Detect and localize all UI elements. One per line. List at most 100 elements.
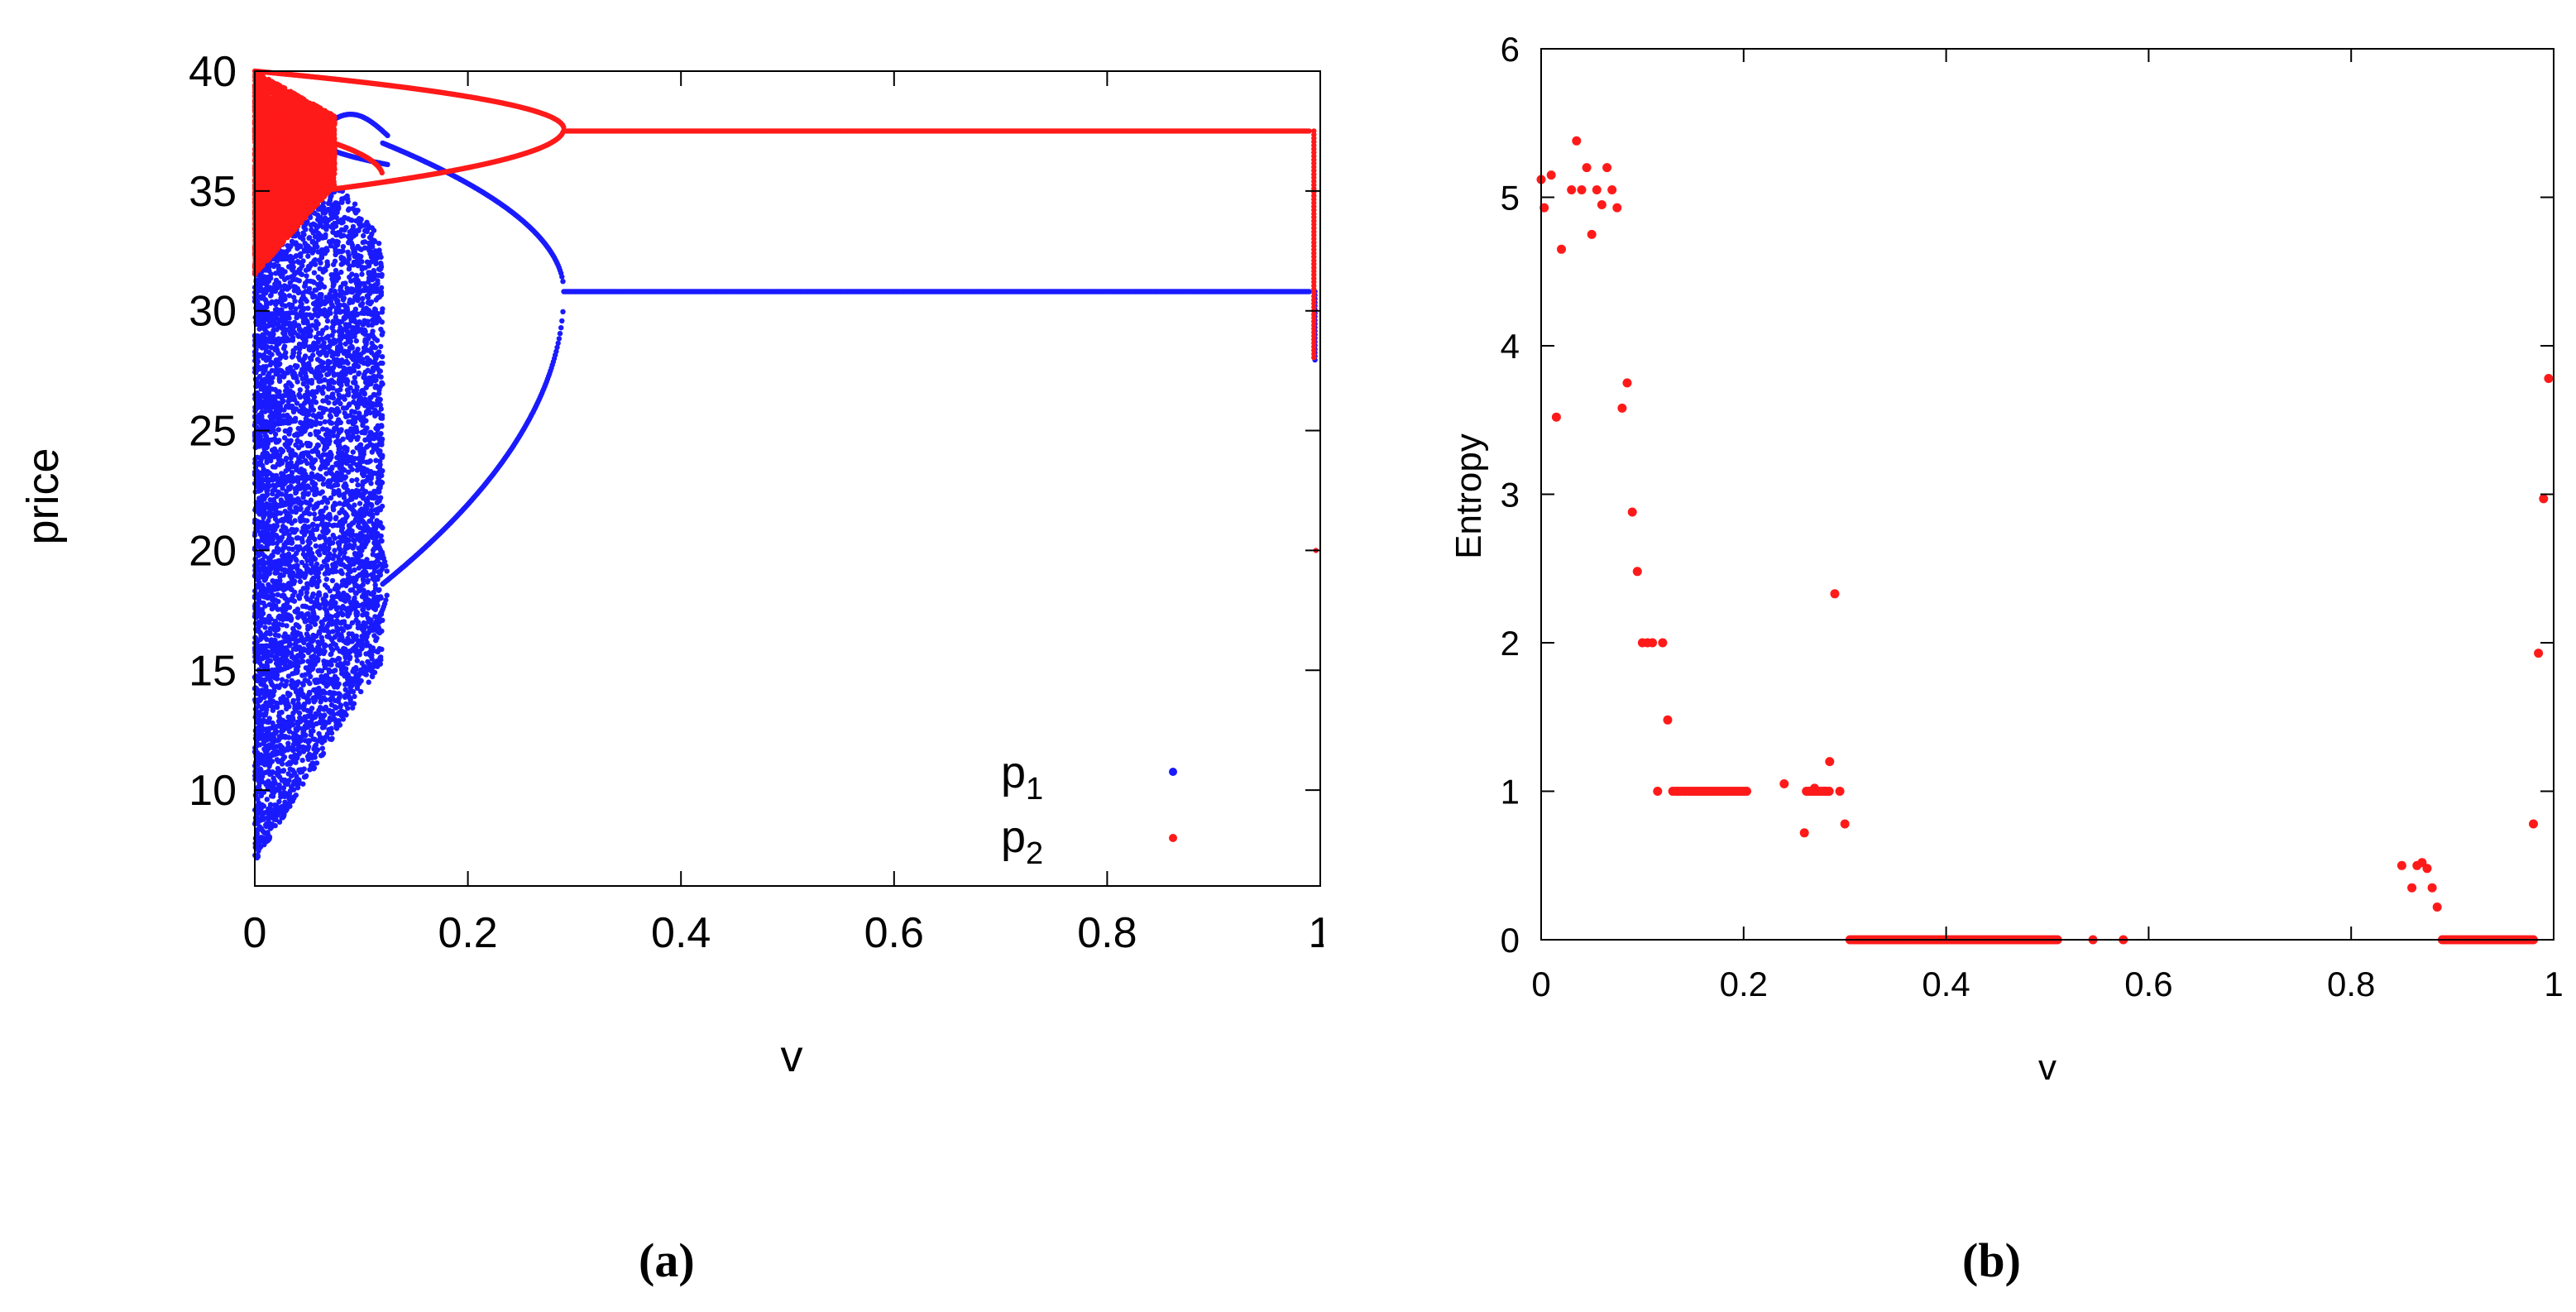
p1-point [273, 788, 278, 792]
p1-point [362, 534, 366, 539]
p1-point [299, 536, 304, 541]
p1-point [328, 644, 333, 649]
p1-point [265, 457, 270, 462]
p1-point [379, 424, 384, 429]
p1-point [303, 526, 308, 531]
p1-point [303, 408, 308, 413]
p1-point [271, 483, 275, 488]
p1-point [257, 660, 262, 665]
p1-point [306, 757, 311, 762]
p1-point [285, 715, 290, 720]
p1-point [314, 711, 318, 716]
p1-point [285, 438, 290, 443]
p1-point [292, 563, 297, 568]
p1-point [276, 724, 281, 729]
p1-point [256, 475, 261, 480]
p1-point [261, 452, 266, 457]
p1-point [280, 323, 285, 328]
p1-point [275, 541, 280, 546]
p1-point [349, 676, 354, 681]
p1-point [260, 494, 265, 499]
p1-point [261, 803, 266, 808]
p1-point [327, 601, 332, 606]
p1-point [368, 481, 373, 486]
p1-point [337, 430, 342, 435]
p1-point [299, 634, 304, 639]
p1-point [303, 353, 308, 358]
p1-point [308, 333, 313, 338]
p1-point [352, 364, 357, 369]
p1-point [286, 431, 291, 436]
p1-point [267, 407, 272, 412]
p1-point [278, 291, 283, 296]
p1-point [330, 319, 335, 324]
p1-point [339, 620, 344, 625]
p1-point [350, 206, 355, 211]
p1-point [338, 270, 343, 275]
p1-point [364, 460, 369, 465]
p1-point [327, 634, 332, 639]
p1-point [367, 430, 372, 435]
p1-point [314, 225, 319, 230]
p1-point [275, 351, 280, 356]
p1-point [380, 332, 385, 337]
p1-point [370, 225, 375, 230]
p1-point [354, 273, 359, 278]
p1-point [309, 577, 314, 582]
p1-point [376, 587, 381, 592]
p1-point [263, 591, 268, 596]
p1-point [321, 461, 326, 466]
p1-point [305, 697, 310, 702]
p1-point [316, 411, 321, 416]
p1-point [380, 525, 385, 530]
p1-point [357, 500, 362, 505]
p1-point [322, 218, 327, 223]
p1-point [348, 587, 353, 592]
p1-point [284, 706, 289, 711]
p1-point [366, 276, 371, 281]
p1-point [277, 574, 282, 579]
p1-point [297, 357, 302, 362]
p1-point [317, 695, 322, 700]
p1-point [289, 275, 294, 280]
p1-point [273, 312, 278, 317]
p1-point [372, 560, 377, 565]
p1-point [349, 478, 354, 483]
p1-point [362, 452, 366, 457]
p1-point [357, 443, 362, 448]
p1-point [295, 486, 300, 491]
p1-point [319, 336, 324, 341]
p1-point [329, 737, 334, 742]
p1-point [301, 646, 306, 651]
p1-point [299, 431, 304, 436]
p1-point [295, 547, 300, 552]
p1-point [367, 491, 372, 496]
p1-point [276, 280, 281, 285]
p1-point [268, 769, 273, 774]
p1-point [345, 564, 350, 569]
p1-point [290, 479, 295, 484]
p1-point [303, 554, 308, 559]
p1-point [352, 380, 357, 385]
p1-point [287, 500, 292, 505]
p1-point [338, 452, 343, 457]
p1-point [353, 665, 358, 670]
p1-point [280, 567, 285, 572]
p1-point [290, 353, 295, 358]
p1-point [362, 374, 367, 379]
p1-point [319, 247, 324, 252]
p1-point [357, 371, 362, 376]
p1-point [300, 314, 305, 319]
p1-point [269, 352, 274, 357]
p1-point [261, 478, 266, 483]
p1-point [323, 407, 328, 412]
p1-point [350, 288, 355, 293]
p1-point [258, 510, 263, 515]
p1-point [309, 261, 314, 266]
p1-point [279, 471, 284, 476]
p1-point [288, 484, 293, 489]
p1-point [361, 577, 366, 582]
p1-point [323, 232, 328, 237]
p1-point [314, 302, 318, 307]
p1-point [279, 606, 284, 611]
